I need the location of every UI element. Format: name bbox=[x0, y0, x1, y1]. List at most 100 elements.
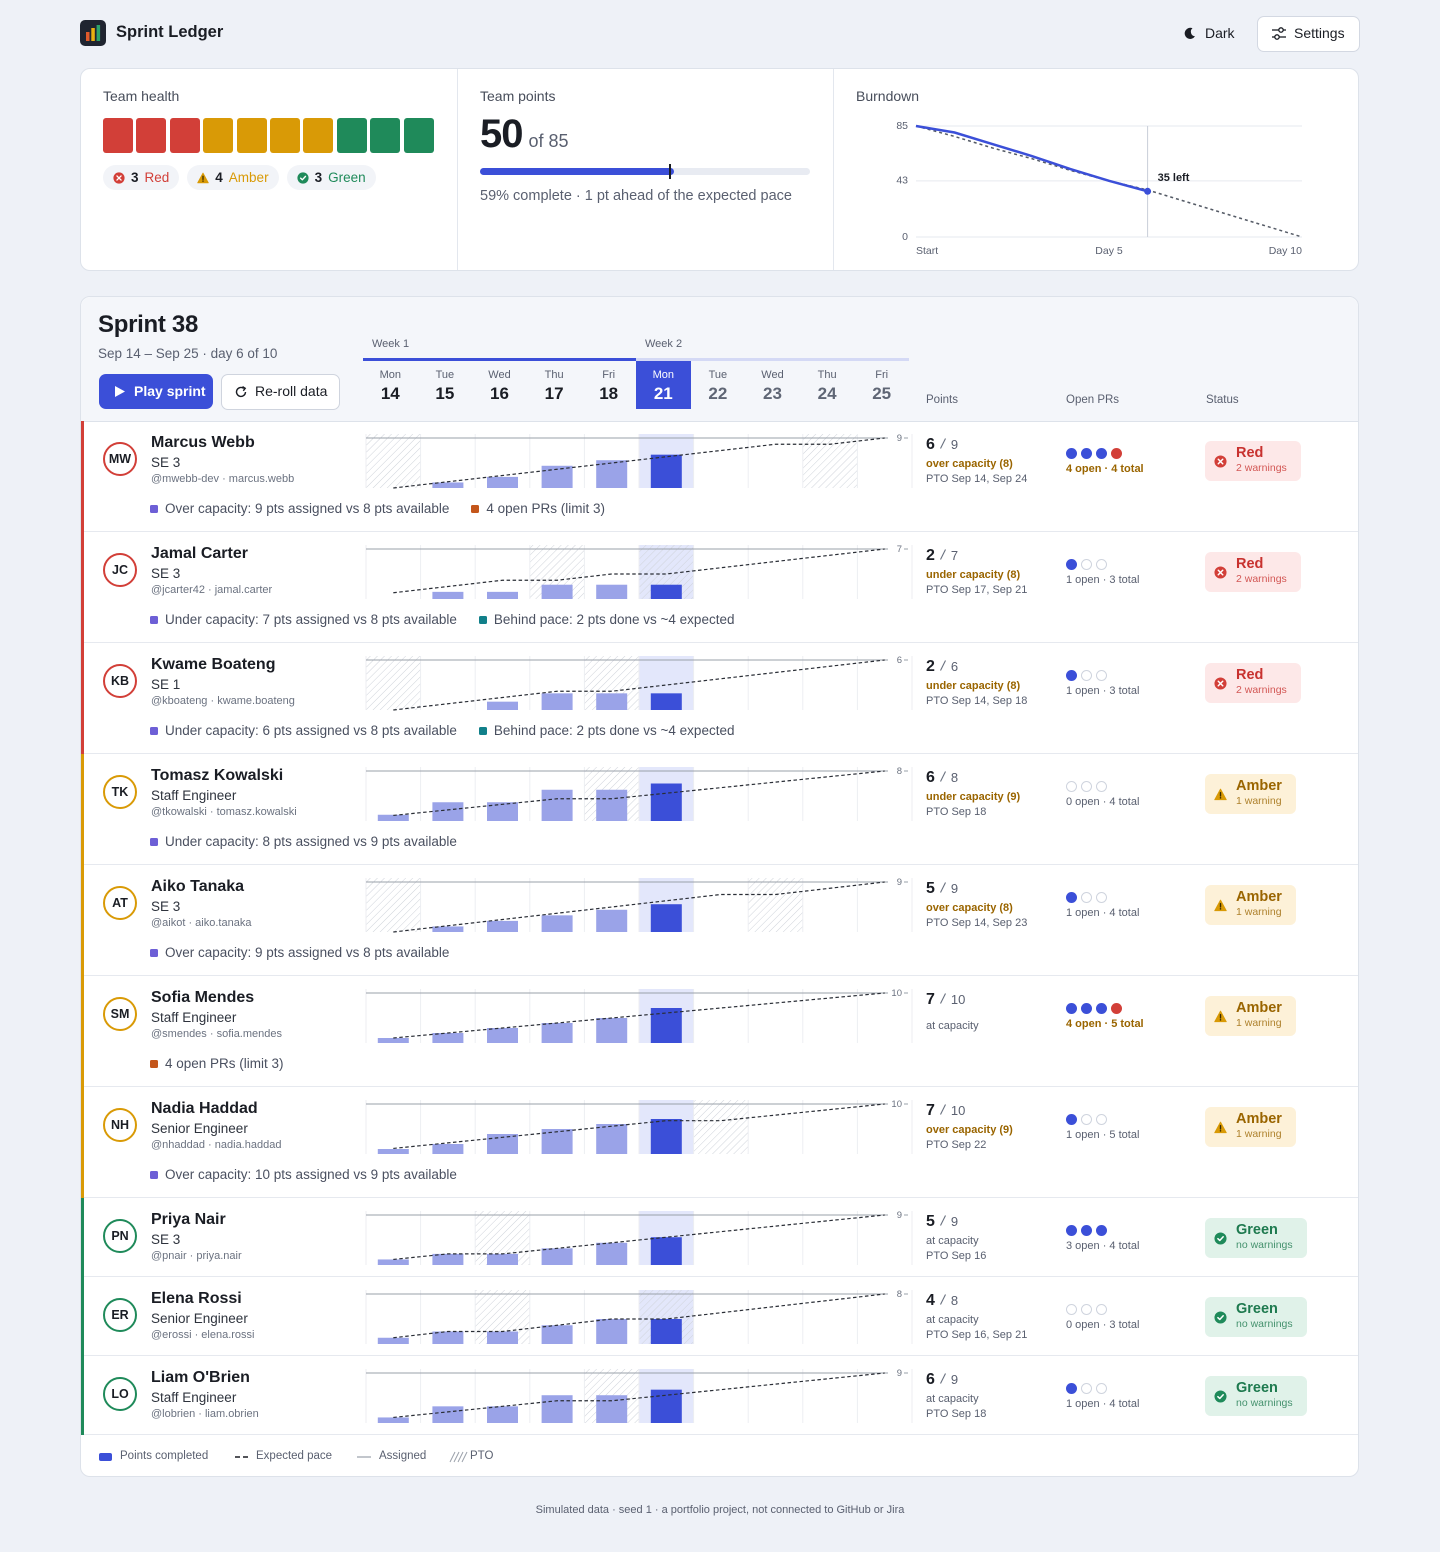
member-name: Liam O'Brien bbox=[151, 1369, 250, 1387]
theme-toggle[interactable]: Dark bbox=[1205, 24, 1235, 41]
play-icon bbox=[115, 386, 125, 397]
member-chart: 7 bbox=[365, 544, 913, 599]
pr-summary: 4 open · 5 total bbox=[1066, 1018, 1144, 1031]
status-note: no warnings bbox=[1236, 1239, 1293, 1251]
status-label: Red bbox=[1236, 445, 1264, 461]
pr-dot bbox=[1080, 891, 1092, 903]
pr-dot bbox=[1065, 447, 1077, 459]
member-handle: @nhaddad · nadia.haddad bbox=[151, 1139, 282, 1152]
pr-dot bbox=[1080, 1224, 1092, 1236]
warning-marker bbox=[150, 615, 158, 624]
completed-bar bbox=[650, 693, 682, 710]
status-icon bbox=[1214, 454, 1227, 468]
warning-marker bbox=[150, 1170, 158, 1179]
points-done: 2 bbox=[926, 547, 935, 564]
completed-bar bbox=[432, 1253, 464, 1265]
assigned-label: 9 bbox=[897, 877, 902, 888]
day-date: 25 bbox=[872, 383, 892, 403]
member-role: Senior Engineer bbox=[151, 1310, 248, 1326]
pto: PTO Sep 16, Sep 21 bbox=[926, 1329, 1028, 1342]
pr-dot bbox=[1095, 1002, 1107, 1014]
week-underline bbox=[363, 358, 636, 361]
status-icon bbox=[296, 171, 309, 184]
pr-summary: 1 open · 4 total bbox=[1066, 907, 1140, 920]
week-label: Week 1 bbox=[372, 338, 410, 351]
warning-marker bbox=[150, 726, 158, 735]
icon-glyph bbox=[299, 175, 306, 180]
health-square bbox=[169, 118, 200, 153]
member-row bbox=[81, 865, 1358, 976]
completed-bar bbox=[487, 1253, 518, 1265]
pr-dot bbox=[1095, 1113, 1107, 1125]
member-chart: 9 bbox=[365, 877, 913, 933]
burndown-line bbox=[915, 124, 1148, 193]
completed-bar bbox=[596, 789, 628, 821]
avatar: SM bbox=[103, 997, 137, 1031]
status-note: 1 warning bbox=[1236, 906, 1282, 918]
member-chart: 6 bbox=[365, 655, 913, 711]
points-assigned: 9 bbox=[950, 881, 959, 896]
pr-dot bbox=[1095, 780, 1107, 792]
member-chart: 9 bbox=[365, 1210, 913, 1265]
pr-dot bbox=[1065, 780, 1077, 792]
slash bbox=[939, 882, 946, 893]
icon-bg bbox=[1214, 1389, 1227, 1403]
status-stripe bbox=[81, 976, 84, 1087]
member-row bbox=[81, 976, 1358, 1087]
avatar: NH bbox=[103, 1108, 137, 1142]
member-chart: 10 bbox=[365, 988, 913, 1043]
warning-row: 4 open PRs (limit 3) bbox=[150, 1056, 284, 1071]
warning: Behind pace: 2 pts done vs ~4 expected bbox=[478, 723, 734, 738]
slash-line bbox=[939, 1294, 946, 1305]
status-stripe bbox=[81, 1087, 84, 1198]
completed-bar bbox=[377, 814, 409, 821]
hatch bbox=[461, 1451, 468, 1463]
health-square bbox=[336, 118, 367, 153]
chip-label: Amber bbox=[228, 170, 269, 185]
icon-glyph bbox=[116, 174, 122, 181]
x-tick-label: Start bbox=[916, 245, 938, 257]
avatar: JC bbox=[103, 553, 137, 587]
status-badge: Green no warnings bbox=[1205, 1218, 1307, 1258]
sprint-panel bbox=[80, 296, 1359, 1477]
points-done: 2 bbox=[926, 658, 935, 675]
status-note: 1 warning bbox=[1236, 1017, 1282, 1029]
day-name: Fri bbox=[875, 369, 889, 382]
points-note: 59% complete · 1 pt ahead of the expecte… bbox=[480, 188, 792, 205]
pr-summary: 1 open · 4 total bbox=[1066, 1398, 1140, 1411]
pr-summary: 1 open · 5 total bbox=[1066, 1129, 1140, 1142]
completed-bar bbox=[650, 1389, 682, 1423]
icon-glyph bbox=[1217, 1393, 1224, 1399]
reroll-glyph bbox=[242, 386, 247, 392]
pr-dot bbox=[1065, 1303, 1077, 1315]
member-name: Kwame Boateng bbox=[151, 656, 276, 674]
settings-button[interactable] bbox=[1257, 16, 1360, 52]
health-square bbox=[303, 118, 334, 153]
reroll-button[interactable] bbox=[221, 374, 340, 410]
slash-line bbox=[939, 660, 946, 671]
pto-hatch bbox=[748, 878, 803, 932]
warning: Over capacity: 9 pts assigned vs 8 pts a… bbox=[150, 501, 449, 516]
points-assigned: 10 bbox=[950, 1103, 966, 1118]
icon-glyph bbox=[1217, 1314, 1224, 1320]
points-assigned: 6 bbox=[950, 659, 959, 674]
icon-glyph bbox=[1217, 680, 1224, 686]
slider-knob bbox=[1274, 34, 1280, 40]
day-name: Mon bbox=[652, 369, 674, 382]
member-handle: @aikot · aiko.tanaka bbox=[151, 917, 252, 930]
member-name: Marcus Webb bbox=[151, 434, 255, 452]
chip-count: 3 bbox=[314, 170, 323, 185]
chip-count: 4 bbox=[215, 170, 223, 185]
member-role: SE 3 bbox=[151, 454, 181, 470]
chip-label: Green bbox=[328, 170, 366, 185]
app-name: Sprint Ledger bbox=[116, 23, 224, 42]
footer: Simulated data · seed 1 · a portfolio pr… bbox=[535, 1504, 905, 1517]
completed-bar bbox=[541, 789, 573, 821]
completed-bar bbox=[432, 1033, 464, 1043]
reroll-glyph bbox=[235, 386, 247, 398]
icon-glyph bbox=[1219, 796, 1222, 799]
warning-row: Over capacity: 10 pts assigned vs 9 pts … bbox=[150, 1167, 457, 1182]
status-icon bbox=[1214, 1121, 1227, 1133]
day-name: Thu bbox=[544, 369, 564, 382]
